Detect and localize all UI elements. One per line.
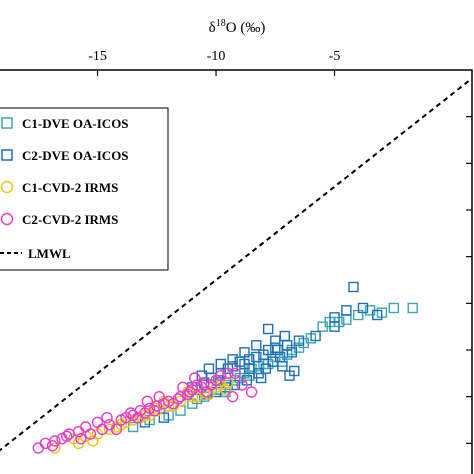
legend-marker-circle	[0, 180, 14, 194]
data-point-circle	[226, 390, 239, 403]
x-tick-label: -5	[329, 49, 341, 64]
data-point-square	[277, 361, 288, 372]
data-point-square	[272, 344, 283, 356]
data-point-square	[293, 335, 305, 346]
data-point-square	[215, 358, 226, 370]
data-point-circle	[229, 367, 241, 380]
data-point-circle	[84, 428, 97, 440]
data-point-circle	[103, 423, 116, 436]
data-point-circle	[125, 407, 137, 419]
data-point-circle	[110, 423, 123, 436]
x-axis-title: δ18O (‰)	[209, 18, 266, 36]
data-point-square	[329, 321, 340, 332]
data-point-circle	[39, 437, 52, 450]
lmwl-line-layer	[0, 77, 473, 452]
data-point-circle	[75, 432, 87, 445]
data-point-square	[348, 281, 359, 293]
x-tick-label: -10	[207, 49, 226, 64]
data-point-circle	[153, 390, 165, 403]
x-tick-label: -15	[88, 49, 107, 64]
data-point-circle	[61, 430, 73, 443]
data-point-circle	[200, 386, 213, 398]
legend-marker-square	[1, 117, 13, 129]
data-point-square	[388, 302, 399, 314]
data-point-circle	[101, 411, 113, 424]
lmwl-line	[0, 77, 473, 452]
data-point-circle	[96, 423, 108, 436]
legend: C1-DVE OA-ICOS C2-DVE OA-ICOS C1-CVD-2 IRM…	[0, 107, 169, 271]
data-point-circle	[148, 404, 161, 417]
data-point-circle	[172, 393, 184, 405]
data-point-square	[196, 370, 208, 381]
data-point-square	[262, 323, 274, 335]
data-point-square	[341, 305, 352, 316]
data-point-circle	[245, 386, 258, 398]
data-point-square	[372, 309, 383, 321]
legend-label: C2-DVE OA-ICOS	[22, 148, 129, 163]
data-point-square	[286, 347, 298, 358]
data-point-square	[239, 347, 250, 358]
y-axis-ticks	[466, 116, 472, 444]
data-point-circle	[87, 435, 99, 447]
data-point-circle	[91, 416, 104, 429]
x-axis-ticks: -15 -10 -5	[88, 49, 340, 76]
data-point-circle	[72, 425, 85, 438]
legend-label: C1-DVE OA-ICOS	[22, 116, 129, 131]
data-point-circle	[189, 372, 201, 384]
data-point-square	[251, 340, 262, 351]
legend-marker-square	[1, 149, 13, 161]
data-point-circle	[32, 442, 44, 454]
data-point-square	[279, 330, 290, 342]
data-point-circle	[236, 379, 248, 391]
data-points	[32, 281, 418, 454]
data-point-circle	[177, 381, 189, 394]
data-point-circle	[46, 439, 59, 452]
legend-label: C2-CVD-2 IRMS	[22, 212, 118, 227]
data-point-circle	[215, 369, 227, 382]
legend-marker-circle	[0, 212, 14, 226]
data-point-circle	[141, 395, 154, 408]
data-point-square	[407, 302, 418, 314]
legend-label: C1-CVD-2 IRMS	[22, 180, 118, 195]
plot-frame	[0, 69, 473, 474]
data-point-square	[203, 363, 215, 374]
data-point-circle	[79, 421, 92, 433]
legend-box	[0, 107, 169, 271]
data-point-circle	[222, 367, 234, 380]
data-point-square	[244, 363, 255, 374]
data-point-circle	[219, 383, 232, 396]
data-point-square	[255, 372, 267, 384]
data-point-square	[158, 412, 170, 423]
data-point-square	[310, 330, 321, 342]
data-point-square	[284, 370, 295, 381]
data-point-square	[227, 354, 238, 365]
legend-label: LMWL	[28, 246, 71, 261]
data-point-square	[258, 349, 269, 360]
data-point-square	[357, 302, 369, 314]
data-point-circle	[49, 442, 61, 454]
data-point-square	[251, 351, 262, 363]
